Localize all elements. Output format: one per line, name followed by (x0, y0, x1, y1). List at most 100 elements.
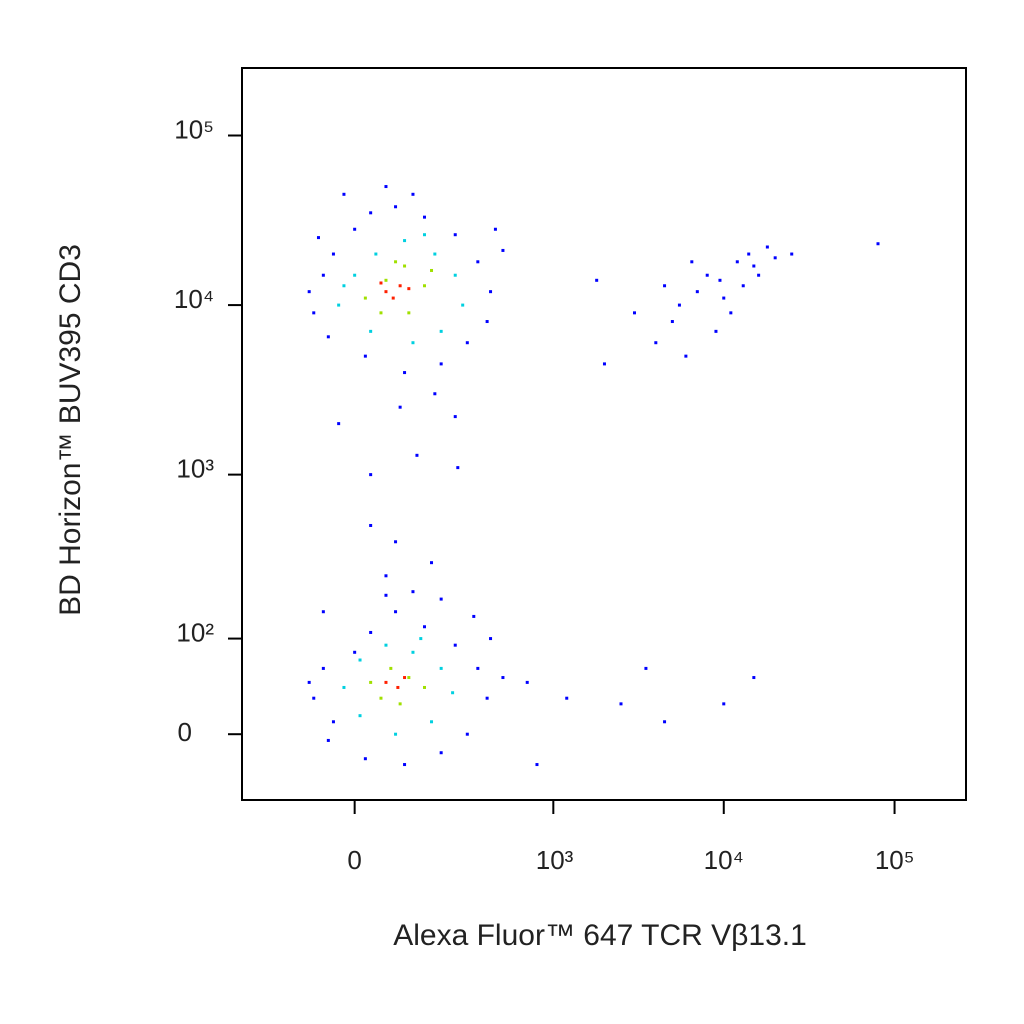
point (394, 540, 398, 544)
point (476, 666, 480, 670)
point (384, 643, 388, 647)
point (374, 252, 378, 256)
point (430, 268, 434, 272)
point (489, 637, 493, 641)
point (379, 311, 383, 315)
point (695, 290, 699, 294)
point (394, 732, 398, 736)
point (461, 303, 465, 307)
point (415, 453, 419, 457)
point (422, 284, 426, 288)
point (684, 354, 688, 358)
point (453, 233, 457, 237)
point (619, 702, 623, 706)
point (565, 696, 569, 700)
x-tick-label: 10⁴ (704, 845, 744, 875)
point (411, 590, 415, 594)
y-tick-label: 0 (178, 717, 192, 747)
point (439, 666, 443, 670)
point (394, 205, 398, 209)
point (342, 192, 346, 196)
point (465, 341, 469, 345)
x-tick-label: 0 (347, 845, 361, 875)
point (384, 278, 388, 282)
point (752, 264, 756, 268)
point (535, 763, 539, 767)
point (489, 290, 493, 294)
point (321, 610, 325, 614)
x-tick-label: 10³ (536, 845, 574, 875)
point (403, 264, 407, 268)
point (398, 702, 402, 706)
point (773, 256, 777, 260)
point (430, 720, 434, 724)
point (389, 666, 393, 670)
point (321, 273, 325, 277)
point (307, 290, 311, 294)
point (439, 329, 443, 333)
point (391, 296, 395, 300)
point (369, 473, 373, 477)
point (705, 273, 709, 277)
point (331, 720, 335, 724)
point (326, 738, 330, 742)
point (595, 278, 599, 282)
point (422, 233, 426, 237)
point (451, 691, 455, 695)
point (729, 311, 733, 315)
point (403, 763, 407, 767)
point (369, 211, 373, 215)
point (456, 466, 460, 470)
point (396, 685, 400, 689)
point (363, 354, 367, 358)
point (472, 614, 476, 618)
point (358, 714, 362, 718)
point (453, 273, 457, 277)
point (722, 702, 726, 706)
point (644, 666, 648, 670)
point (384, 593, 388, 597)
point (790, 252, 794, 256)
point (398, 284, 402, 288)
point (714, 329, 718, 333)
point (419, 637, 423, 641)
point (525, 680, 529, 684)
point (353, 273, 357, 277)
point (342, 685, 346, 689)
y-tick-label: 10⁵ (174, 114, 214, 144)
y-tick-label: 10⁴ (174, 284, 214, 314)
y-tick-label: 10³ (176, 453, 214, 483)
point (326, 335, 330, 339)
point (394, 610, 398, 614)
point (752, 676, 756, 680)
point (398, 405, 402, 409)
point (453, 643, 457, 647)
point (384, 290, 388, 294)
point (663, 720, 667, 724)
point (369, 680, 373, 684)
point (369, 329, 373, 333)
point (312, 696, 316, 700)
point (337, 303, 341, 307)
point (337, 422, 341, 426)
point (430, 561, 434, 565)
point (465, 732, 469, 736)
point (765, 245, 769, 249)
point (493, 227, 497, 231)
point (353, 227, 357, 231)
point (363, 296, 367, 300)
point (602, 362, 606, 366)
point (403, 239, 407, 243)
point (670, 320, 674, 324)
point (501, 248, 505, 252)
point (485, 696, 489, 700)
point (722, 296, 726, 300)
point (663, 284, 667, 288)
point (718, 278, 722, 282)
y-tick-label: 10² (176, 617, 214, 647)
point (485, 320, 489, 324)
plot-frame (241, 67, 967, 801)
x-axis-title: Alexa Fluor™ 647 TCR Vβ13.1 (393, 919, 807, 952)
point (407, 287, 411, 291)
point (654, 341, 658, 345)
